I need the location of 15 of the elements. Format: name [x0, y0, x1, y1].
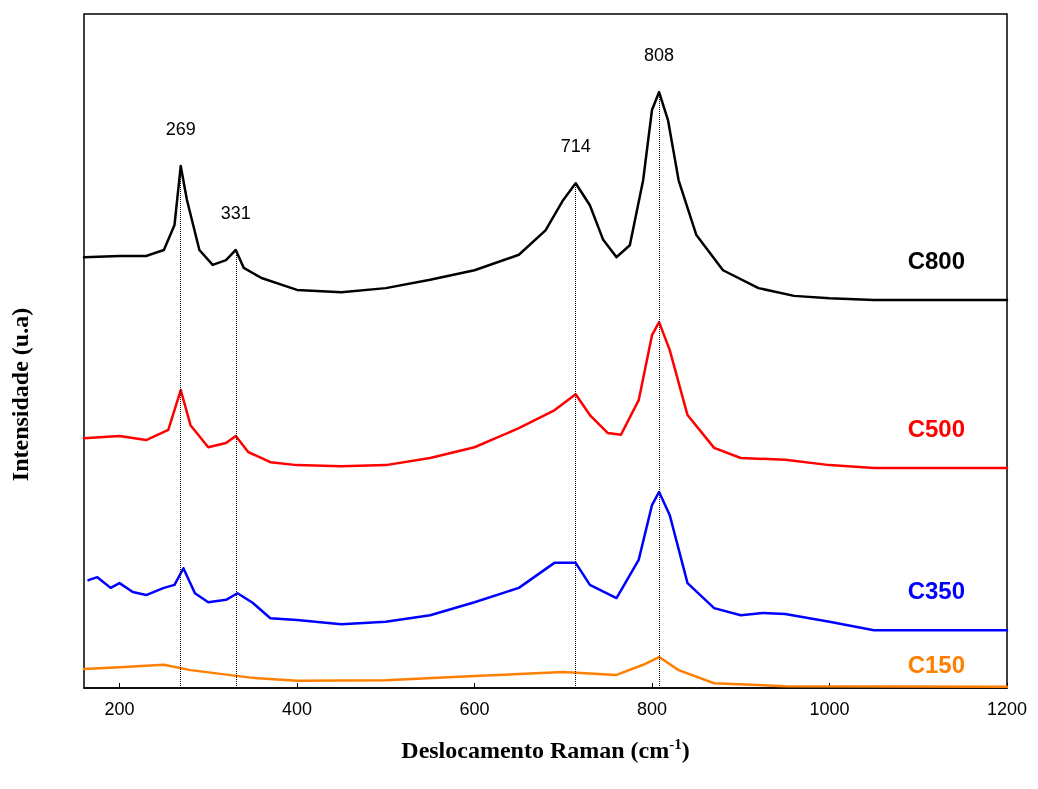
- ref-line-label: 714: [560, 136, 591, 157]
- x-tick-label: 1200: [986, 699, 1028, 719]
- ref-line-label: 808: [644, 45, 675, 66]
- series-label: C150: [907, 651, 965, 679]
- x-tick-label: 1000: [809, 699, 850, 719]
- x-tick-label: 800: [636, 699, 668, 719]
- ref-line-label: 331: [220, 202, 251, 223]
- series-label: C500: [907, 414, 965, 442]
- x-tick-label: 600: [459, 699, 490, 719]
- y-axis-title: Intensidade (u.a): [7, 307, 33, 482]
- series-label: C350: [907, 576, 965, 604]
- ref-line-label: 269: [165, 118, 196, 139]
- series-label: C800: [907, 246, 965, 274]
- x-tick-label: 400: [281, 699, 313, 719]
- x-tick-label: 200: [104, 699, 135, 719]
